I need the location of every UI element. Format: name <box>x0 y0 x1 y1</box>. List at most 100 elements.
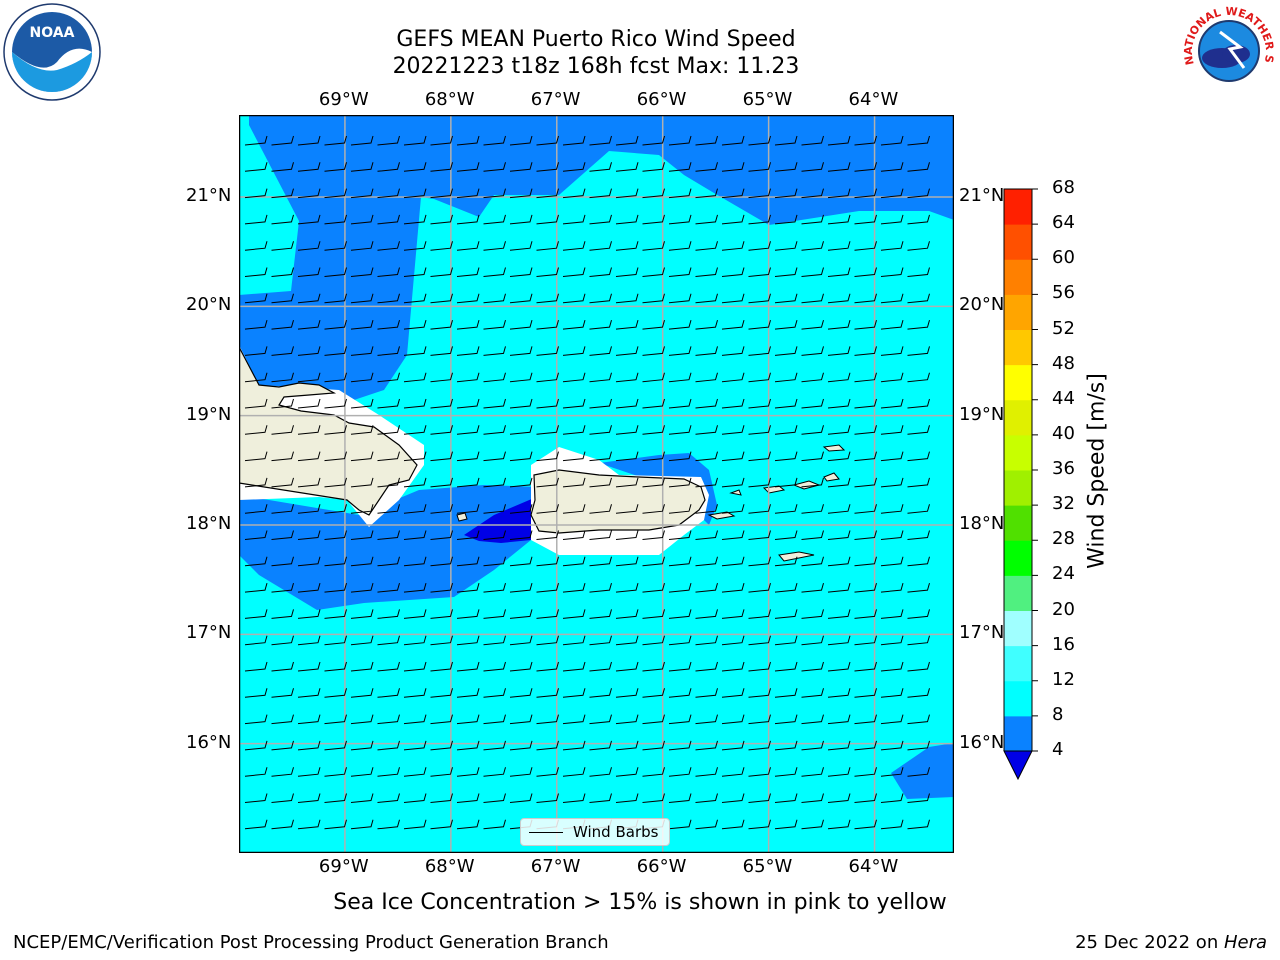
wind-barb <box>801 477 824 488</box>
wind-barb <box>297 346 321 356</box>
wind-barb <box>483 582 506 593</box>
wind-barb <box>880 372 904 383</box>
wind-barb <box>748 740 771 751</box>
wind-barb <box>880 451 904 462</box>
wind-barb <box>271 740 294 751</box>
wind-barb <box>801 135 824 146</box>
wind-barb <box>615 661 639 672</box>
wind-barb <box>721 582 745 593</box>
wind-barb <box>509 688 533 698</box>
wind-barb <box>801 530 824 540</box>
wind-barb <box>483 688 506 698</box>
wind-barb <box>748 477 771 488</box>
wind-barb <box>430 425 453 435</box>
wind-barb <box>536 293 559 304</box>
wind-barb <box>827 398 851 409</box>
wind-barb <box>801 688 824 698</box>
wind-barb <box>721 477 745 488</box>
wind-barb <box>668 530 692 540</box>
wind-barb <box>562 477 586 488</box>
wind-barb <box>456 504 480 514</box>
wind-barb <box>430 530 453 540</box>
wind-barb <box>271 293 294 304</box>
wind-barb <box>589 214 612 225</box>
colorbar-label-8: 36 <box>1052 458 1075 479</box>
wind-barb <box>774 319 798 330</box>
wind-barb <box>403 582 427 593</box>
wind-barb <box>271 241 294 251</box>
wind-barb <box>483 635 506 646</box>
wind-barb <box>801 398 824 409</box>
wind-barb <box>324 451 347 462</box>
wind-barb <box>562 319 586 330</box>
wind-barb <box>695 451 718 462</box>
wind-barb <box>801 346 824 356</box>
wind-barb <box>430 398 453 409</box>
lat-tick-lft-2: 19°N <box>186 403 232 425</box>
wind-barb <box>509 293 533 304</box>
wind-barb <box>350 241 374 251</box>
wind-barb <box>774 793 798 803</box>
wind-barb <box>297 267 321 277</box>
wind-barb <box>456 767 480 777</box>
moderate-wind-region-pr <box>599 453 717 525</box>
wind-barb <box>589 504 612 514</box>
wind-barb <box>615 346 639 356</box>
wind-barb <box>642 609 665 619</box>
wind-barb <box>509 767 533 777</box>
wind-barb <box>668 556 692 567</box>
wind-barb <box>668 688 692 698</box>
wind-barb <box>483 556 506 567</box>
wind-barb <box>589 635 612 646</box>
wind-barb <box>562 609 586 619</box>
colorbar-segment-3 <box>1004 610 1032 647</box>
colorbar-label-13: 56 <box>1052 282 1075 304</box>
wind-barb <box>615 241 639 251</box>
wind-barb <box>642 319 665 330</box>
lat-tick-rgt-0: 21°N <box>959 185 1005 206</box>
wind-barb <box>297 688 321 698</box>
wind-barb <box>695 793 718 803</box>
wind-barb <box>615 635 639 646</box>
wind-barb <box>562 372 586 383</box>
wind-barb <box>271 346 294 356</box>
wind-barb <box>403 372 427 383</box>
wind-barb <box>536 451 559 462</box>
colorbar-segment-0 <box>1004 715 1032 752</box>
footer-date: 25 Dec 2022 on Hera <box>1075 932 1267 953</box>
wind-barb <box>642 661 665 672</box>
wind-barb <box>695 214 718 225</box>
wind-barb <box>483 740 506 751</box>
wind-barb <box>244 688 268 698</box>
wind-barb <box>801 556 824 567</box>
wind-barb <box>244 188 268 199</box>
wind-barb <box>827 819 851 830</box>
wind-barb <box>430 661 453 672</box>
wind-barb <box>536 319 559 330</box>
wind-barb <box>377 214 400 225</box>
wind-barb <box>324 267 347 277</box>
wind-barb <box>642 214 665 225</box>
wind-barb <box>668 582 692 593</box>
wind-barb <box>668 267 692 277</box>
wind-barb <box>509 425 533 435</box>
wind-barb <box>854 214 877 225</box>
wind-barb <box>615 425 639 435</box>
lat-tick-lft-3: 18°N <box>186 513 232 534</box>
wind-barb <box>377 819 400 830</box>
colorbar-label-7: 32 <box>1052 493 1075 515</box>
wind-barb <box>615 267 639 277</box>
wind-barb <box>880 319 904 330</box>
wind-barb <box>271 767 294 777</box>
wind-map <box>239 115 954 853</box>
wind-barb <box>748 162 771 172</box>
wind-barb <box>615 293 639 304</box>
wind-barb <box>377 267 400 277</box>
wind-barb <box>377 767 400 777</box>
wind-barb <box>430 241 453 251</box>
colorbar-segment-7 <box>1004 470 1032 506</box>
chart-subtitle: 20221223 t18z 168h fcst Max: 11.23 <box>392 54 800 79</box>
wind-barb <box>774 556 798 567</box>
wind-barb <box>854 819 877 830</box>
wind-barb <box>536 346 559 356</box>
